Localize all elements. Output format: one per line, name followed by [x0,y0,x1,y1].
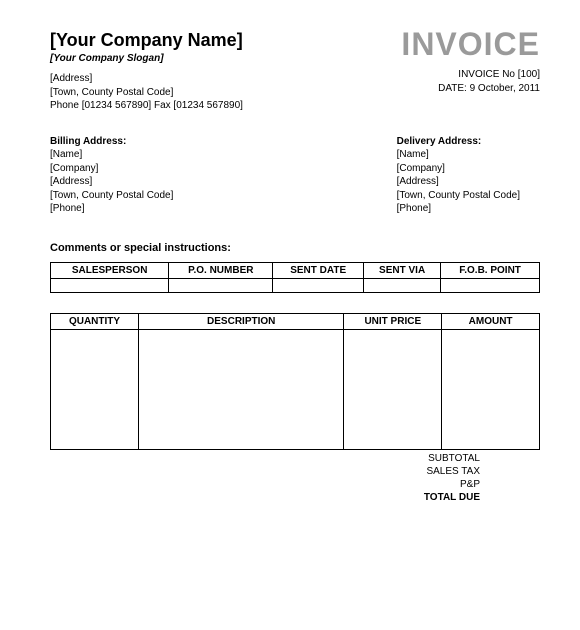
td-sent-via [364,278,441,292]
table-row [51,278,540,292]
invoice-page: [Your Company Name] [Your Company Slogan… [0,0,580,470]
invoice-number: INVOICE No [100] [438,68,540,82]
delivery-name: [Name] [397,148,520,162]
th-unit-price: UNIT PRICE [344,313,442,329]
table-header-row: QUANTITY DESCRIPTION UNIT PRICE AMOUNT [51,313,540,329]
billing-address-block: Billing Address: [Name] [Company] [Addre… [50,135,173,216]
table-row [51,329,540,449]
td-salesperson [51,278,169,292]
company-address: [Address] [Town, County Postal Code] Pho… [50,72,243,113]
company-address-line3: Phone [01234 567890] Fax [01234 567890] [50,99,243,113]
billing-address: [Address] [50,175,173,189]
billing-company: [Company] [50,162,173,176]
td-amount [442,329,540,449]
delivery-address: [Address] [397,175,520,189]
th-sent-date: SENT DATE [273,262,364,278]
sales-tax-label: SALES TAX [424,465,480,478]
td-sent-date [273,278,364,292]
th-fob-point: F.O.B. POINT [441,262,540,278]
addresses-row: Billing Address: [Name] [Company] [Addre… [50,135,540,216]
order-info-table: SALESPERSON P.O. NUMBER SENT DATE SENT V… [50,262,540,293]
delivery-title: Delivery Address: [397,135,520,149]
meta-row: [Address] [Town, County Postal Code] Pho… [50,72,540,113]
td-fob-point [441,278,540,292]
th-salesperson: SALESPERSON [51,262,169,278]
th-description: DESCRIPTION [139,313,344,329]
td-quantity [51,329,139,449]
delivery-address-block: Delivery Address: [Name] [Company] [Addr… [397,135,540,216]
th-amount: AMOUNT [442,313,540,329]
td-po-number [169,278,273,292]
th-po-number: P.O. NUMBER [169,262,273,278]
header-row: [Your Company Name] [Your Company Slogan… [50,30,540,70]
delivery-town: [Town, County Postal Code] [397,189,520,203]
company-address-line2: [Town, County Postal Code] [50,86,243,100]
pp-label: P&P [424,478,480,491]
subtotal-label: SUBTOTAL [424,452,480,465]
td-description [139,329,344,449]
th-sent-via: SENT VIA [364,262,441,278]
table-header-row: SALESPERSON P.O. NUMBER SENT DATE SENT V… [51,262,540,278]
delivery-phone: [Phone] [397,202,520,216]
company-name: [Your Company Name] [50,30,243,51]
billing-phone: [Phone] [50,202,173,216]
th-quantity: QUANTITY [51,313,139,329]
company-block: [Your Company Name] [Your Company Slogan… [50,30,243,70]
invoice-date: DATE: 9 October, 2011 [438,82,540,96]
total-due-label: TOTAL DUE [424,491,480,504]
company-slogan: [Your Company Slogan] [50,53,243,64]
billing-title: Billing Address: [50,135,173,149]
totals-inner: SUBTOTAL SALES TAX P&P TOTAL DUE [424,450,540,504]
company-address-line1: [Address] [50,72,243,86]
td-unit-price [344,329,442,449]
line-items-table: QUANTITY DESCRIPTION UNIT PRICE AMOUNT [50,313,540,450]
billing-town: [Town, County Postal Code] [50,189,173,203]
invoice-title: INVOICE [401,26,540,63]
billing-name: [Name] [50,148,173,162]
comments-label: Comments or special instructions: [50,242,540,254]
invoice-meta: INVOICE No [100] DATE: 9 October, 2011 [438,68,540,113]
delivery-company: [Company] [397,162,520,176]
